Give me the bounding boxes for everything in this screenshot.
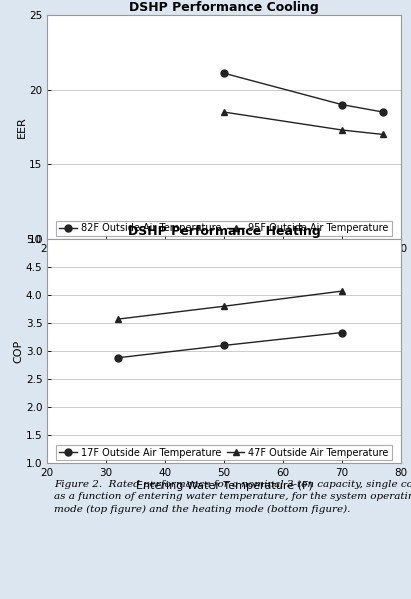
X-axis label: Entering Water Temperature (F): Entering Water Temperature (F) [136, 481, 312, 491]
Y-axis label: COP: COP [13, 340, 23, 362]
Legend: 82F Outside Air Temperature, 95F Outside Air Temperature: 82F Outside Air Temperature, 95F Outside… [56, 220, 392, 237]
Title: DSHP Performance Cooling: DSHP Performance Cooling [129, 1, 319, 14]
Title: DSHP Performance Heating: DSHP Performance Heating [128, 225, 320, 238]
Y-axis label: EER: EER [16, 116, 26, 138]
X-axis label: Entering Water Temperature (F): Entering Water Temperature (F) [136, 256, 312, 267]
Text: Figure 2.  Rated performance for a nominal 3-ton capacity, single compressor DSH: Figure 2. Rated performance for a nomina… [54, 480, 411, 514]
Legend: 17F Outside Air Temperature, 47F Outside Air Temperature: 17F Outside Air Temperature, 47F Outside… [56, 444, 392, 461]
